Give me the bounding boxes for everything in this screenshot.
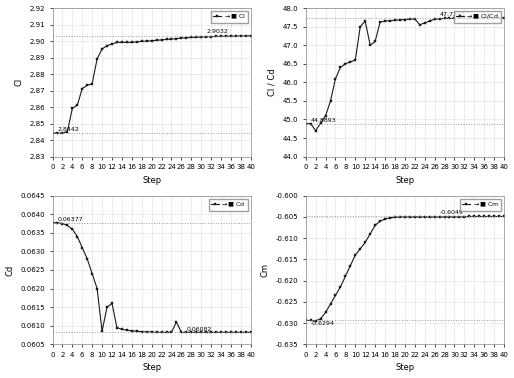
Text: 47.7343: 47.7343 — [439, 12, 466, 17]
Legend: $\rightarrow\blacksquare$ Cl: $\rightarrow\blacksquare$ Cl — [211, 11, 248, 23]
Legend: $\rightarrow\blacksquare$ Cm: $\rightarrow\blacksquare$ Cm — [461, 199, 501, 211]
Y-axis label: Cl / Cd: Cl / Cd — [268, 68, 277, 96]
X-axis label: Step: Step — [395, 363, 414, 372]
Legend: $\rightarrow\blacksquare$ Cd: $\rightarrow\blacksquare$ Cd — [209, 199, 248, 211]
Text: 44.8893: 44.8893 — [310, 118, 337, 123]
Y-axis label: Cd: Cd — [6, 264, 14, 276]
X-axis label: Step: Step — [142, 363, 161, 372]
X-axis label: Step: Step — [142, 176, 161, 185]
Text: 2.9032: 2.9032 — [206, 29, 228, 34]
Text: -0.6049: -0.6049 — [439, 210, 464, 215]
Y-axis label: Cm: Cm — [261, 263, 270, 277]
X-axis label: Step: Step — [395, 176, 414, 185]
Text: 2.8442: 2.8442 — [58, 127, 79, 132]
Text: 0.06377: 0.06377 — [58, 217, 83, 222]
Y-axis label: Cl: Cl — [15, 78, 24, 87]
Legend: $\rightarrow\blacksquare$ Cl/Cd: $\rightarrow\blacksquare$ Cl/Cd — [454, 11, 501, 23]
Text: 0.06082: 0.06082 — [187, 327, 212, 332]
Text: -0.6294: -0.6294 — [310, 321, 335, 326]
